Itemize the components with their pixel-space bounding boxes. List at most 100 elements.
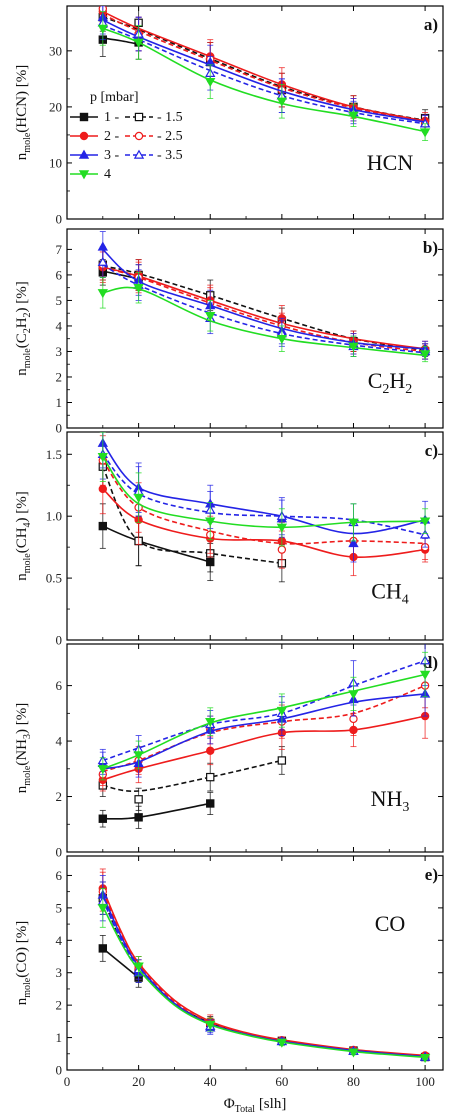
data-point xyxy=(276,1038,288,1048)
series-1_5 xyxy=(98,6,430,127)
data-point xyxy=(98,944,108,953)
panel-a: 0 10 20 30 nmole(HCN) [%] a) HCN xyxy=(14,5,444,227)
species-label: CO xyxy=(375,911,406,936)
data-point xyxy=(348,342,359,352)
panel-label: c) xyxy=(425,441,438,460)
data-point xyxy=(133,751,144,761)
legend-label: 2 - xyxy=(104,129,120,144)
fit-line xyxy=(102,525,211,563)
y-tick-label: 1.5 xyxy=(46,447,62,462)
fit-line xyxy=(102,248,426,350)
legend-label: - 1.5 xyxy=(157,110,183,125)
y-tick-label: 0 xyxy=(56,1063,63,1078)
data-point xyxy=(277,545,287,554)
data-point xyxy=(206,746,215,755)
plot-area xyxy=(97,231,431,363)
fit-line xyxy=(102,10,426,122)
fit-line xyxy=(102,802,211,820)
legend-item-2_5: - 2.5 xyxy=(125,129,183,144)
species-label: CH4 xyxy=(371,578,409,607)
x-tick-label: 60 xyxy=(275,1074,288,1089)
legend-label: 1 - xyxy=(104,110,120,125)
y-tick-label: 1 xyxy=(56,1030,63,1045)
data-point xyxy=(348,111,359,121)
x-axis-label: ΦTotal [slh] xyxy=(224,1096,287,1115)
species-label: HCN xyxy=(367,150,414,175)
data-point xyxy=(205,312,216,322)
data-point xyxy=(133,38,144,48)
plot-frame xyxy=(66,643,444,853)
fit-line xyxy=(102,37,139,45)
fit-line xyxy=(102,265,426,351)
y-tick-label: 20 xyxy=(49,99,62,114)
fit-line xyxy=(102,266,426,353)
data-point xyxy=(205,1020,216,1030)
data-point xyxy=(205,717,216,728)
y-tick-label: 0 xyxy=(56,212,63,227)
plot-area xyxy=(97,644,431,829)
species-label: C2H2 xyxy=(368,368,413,397)
series-3_5 xyxy=(97,432,431,548)
y-tick-label: 6 xyxy=(56,678,63,693)
series-1_5 xyxy=(98,881,430,1062)
y-tick-label: 6 xyxy=(56,868,63,883)
y-tick-label: 2 xyxy=(56,789,63,804)
panel-d: 0 2 4 6 nmole(NH3) [%] d) NH3 xyxy=(14,643,444,860)
data-point xyxy=(134,795,143,804)
series-2_5 xyxy=(98,871,430,1061)
legend-marker xyxy=(134,112,144,122)
y-tick-label: 2 xyxy=(56,998,63,1013)
fit-line xyxy=(102,684,426,773)
series-4 xyxy=(97,651,431,781)
fit-line xyxy=(102,715,426,781)
x-tick-label: 40 xyxy=(204,1074,217,1089)
data-point xyxy=(134,813,143,822)
data-point xyxy=(97,24,108,34)
plot-area xyxy=(97,432,431,583)
data-point xyxy=(98,814,108,823)
y-tick-label: 5 xyxy=(56,293,63,308)
y-axis-label: nmole(CO) [%] xyxy=(14,921,33,1006)
data-point xyxy=(97,904,108,914)
y-tick-label: 2 xyxy=(56,369,63,384)
y-tick-label: 0 xyxy=(56,633,63,648)
fit-line xyxy=(102,466,282,565)
legend-item-2: 2 - xyxy=(70,129,120,144)
panel-label: e) xyxy=(425,865,438,884)
series-2 xyxy=(98,693,430,792)
y-tick-label: 6 xyxy=(56,267,63,282)
data-point xyxy=(206,799,215,808)
plot-frame xyxy=(66,855,444,1071)
legend-item-3: 3 - xyxy=(70,148,120,163)
y-tick-label: 4 xyxy=(56,933,63,948)
fit-line xyxy=(102,456,426,529)
fit-line xyxy=(102,759,283,792)
y-tick-label: 1 xyxy=(56,395,63,410)
legend-item-4: 4 xyxy=(70,167,111,182)
panel-label: d) xyxy=(423,653,438,672)
series-1 xyxy=(98,791,215,829)
series-3 xyxy=(97,231,431,358)
legend-marker xyxy=(134,131,144,141)
legend-label: 4 xyxy=(104,167,111,182)
legend-label: - 3.5 xyxy=(157,148,183,163)
data-point xyxy=(348,690,359,700)
data-point xyxy=(419,1053,431,1064)
fit-line xyxy=(102,266,426,350)
panel-label: b) xyxy=(423,238,438,257)
species-label: NH3 xyxy=(371,786,410,815)
data-point xyxy=(133,493,144,503)
y-tick-label: 0.5 xyxy=(46,571,62,586)
data-point xyxy=(97,453,108,463)
series-3 xyxy=(97,875,431,1061)
y-tick-label: 10 xyxy=(49,155,62,170)
data-point xyxy=(205,517,216,527)
y-tick-label: 3 xyxy=(56,965,63,980)
data-point xyxy=(276,335,288,345)
y-tick-label: 0 xyxy=(56,421,63,436)
legend-marker xyxy=(79,112,89,122)
panel-label: a) xyxy=(424,15,438,34)
x-tick-label: 20 xyxy=(132,1074,145,1089)
